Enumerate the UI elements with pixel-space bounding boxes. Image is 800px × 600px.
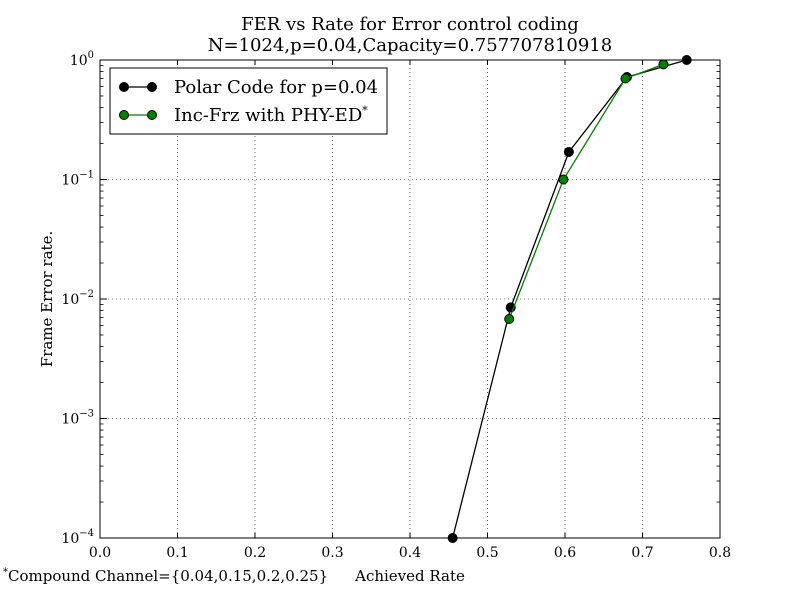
footnote: *Compound Channel={0.04,0.15,0.2,0.25} <box>3 567 328 585</box>
y-axis-label: Frame Error rate. <box>38 231 56 367</box>
y-tick-label: 10−4 <box>61 528 94 547</box>
y-tick-label: 10−1 <box>61 170 94 189</box>
legend-marker-polar <box>147 82 157 92</box>
x-tick-label: 0.0 <box>89 545 111 561</box>
x-tick-label: 0.8 <box>709 545 731 561</box>
x-tick-label: 0.4 <box>399 545 421 561</box>
legend: Polar Code for p=0.04 Inc-Frz with PHY-E… <box>109 67 388 135</box>
series-lines <box>447 55 692 543</box>
legend-marker-incfrz <box>147 110 157 120</box>
data-point-series-1 <box>658 59 669 70</box>
y-tick-label: 100 <box>70 50 94 69</box>
x-tick-label: 0.7 <box>631 545 653 561</box>
axis-ticks: 0.0 0.1 0.2 0.3 0.4 0.5 0.6 0.7 0.8 100 10−1 10−2 10… <box>61 50 731 561</box>
footnote-text: Compound Channel={0.04,0.15,0.2,0.25} <box>8 567 328 585</box>
series-line-0 <box>451 59 687 539</box>
x-tick-label: 0.2 <box>244 545 266 561</box>
legend-marker-incfrz <box>119 110 129 120</box>
x-axis-label: Achieved Rate <box>354 567 465 585</box>
legend-label-polar: Polar Code for p=0.04 <box>174 77 378 98</box>
x-tick-label: 0.1 <box>166 545 188 561</box>
data-point-series-0 <box>563 146 574 157</box>
legend-label-incfrz-text: Inc-Frz with PHY-ED <box>174 105 362 126</box>
x-tick-label: 0.3 <box>321 545 343 561</box>
chart-title: FER vs Rate for Error control coding <box>241 14 579 35</box>
legend-label-incfrz-sup: * <box>362 104 368 117</box>
data-point-series-1 <box>504 314 515 325</box>
data-point-series-1 <box>558 174 569 185</box>
x-tick-label: 0.6 <box>554 545 576 561</box>
data-point-series-1 <box>620 73 631 84</box>
x-tick-label: 0.5 <box>476 545 498 561</box>
grid <box>100 60 720 538</box>
y-tick-label: 10−3 <box>61 409 94 428</box>
legend-box <box>109 67 388 135</box>
data-point-series-0 <box>447 533 458 543</box>
chart-subtitle: N=1024,p=0.04,Capacity=0.757707810918 <box>208 35 612 56</box>
series-line-1 <box>508 63 664 320</box>
footnote-mark: * <box>3 567 8 578</box>
data-point-series-0 <box>681 55 692 65</box>
legend-marker-polar <box>119 82 129 92</box>
legend-label-incfrz: Inc-Frz with PHY-ED* <box>174 104 368 126</box>
y-tick-label: 10−2 <box>61 289 94 308</box>
